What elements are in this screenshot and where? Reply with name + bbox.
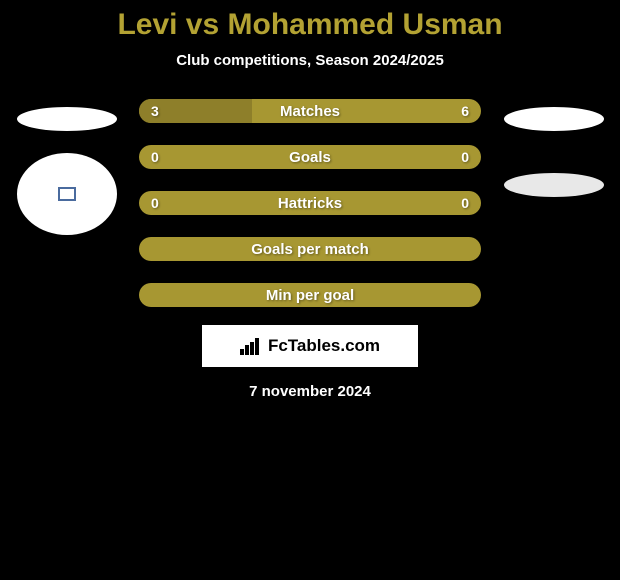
- content-row: 3 Matches 6 0 Goals 0 0 Hattricks 0 Goals per mat…: [0, 99, 620, 307]
- stat-label: Goals per match: [251, 241, 369, 258]
- subtitle: Club competitions, Season 2024/2025: [0, 52, 620, 69]
- stat-bar: 3 Matches 6: [139, 99, 481, 123]
- stat-bar: Goals per match: [139, 237, 481, 261]
- player-left-avatar: [17, 107, 117, 131]
- stat-label: Matches: [280, 103, 340, 120]
- watermark-text: FcTables.com: [268, 336, 380, 356]
- stat-right-value: 0: [461, 195, 469, 211]
- player-right-col: [501, 99, 606, 197]
- stat-bar: 0 Hattricks 0: [139, 191, 481, 215]
- player-left-club-badge: [17, 153, 117, 235]
- player-right-club-badge: [504, 173, 604, 197]
- stats-column: 3 Matches 6 0 Goals 0 0 Hattricks 0 Goals per mat…: [139, 99, 481, 307]
- stat-left-value: 0: [151, 195, 159, 211]
- stat-left-value: 0: [151, 149, 159, 165]
- stat-label: Hattricks: [278, 195, 342, 212]
- stat-bar: Min per goal: [139, 283, 481, 307]
- stat-label: Goals: [289, 149, 331, 166]
- stat-label: Min per goal: [266, 287, 354, 304]
- chart-icon: [240, 337, 262, 355]
- date: 7 november 2024: [0, 383, 620, 400]
- stat-right-value: 6: [461, 103, 469, 119]
- stat-bar: 0 Goals 0: [139, 145, 481, 169]
- player-left-col: [14, 99, 119, 235]
- watermark: FcTables.com: [202, 325, 418, 367]
- stat-left-value: 3: [151, 103, 159, 119]
- stat-right-value: 0: [461, 149, 469, 165]
- player-right-avatar: [504, 107, 604, 131]
- page-title: Levi vs Mohammed Usman: [0, 8, 620, 42]
- club-badge-icon: [58, 187, 76, 201]
